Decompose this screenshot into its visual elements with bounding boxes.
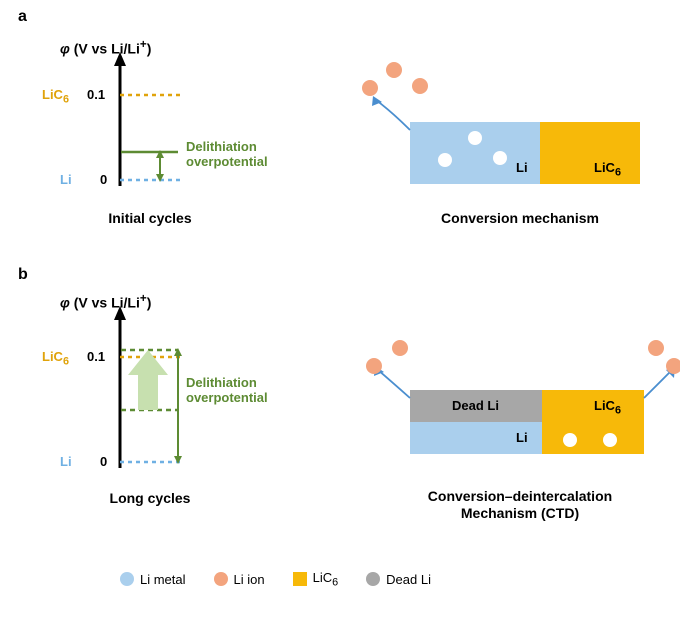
legend-lic6: LiC6: [293, 570, 339, 589]
panel-b-lic6-label: LiC6: [42, 349, 69, 368]
lic6-swatch: [293, 572, 307, 586]
panel-b-right-caption: Conversion–deintercalation Mechanism (CT…: [390, 488, 650, 522]
li-metal-swatch: [120, 572, 134, 586]
panel-b-block-dead: Dead Li: [452, 398, 499, 413]
dead-li-swatch: [366, 572, 380, 586]
legend-li-ion: Li ion: [214, 572, 265, 587]
panel-b-plot: [0, 0, 300, 520]
panel-b-block-li: Li: [516, 430, 528, 445]
li-ion-swatch: [214, 572, 228, 586]
panel-b-block-lic6: LiC6: [594, 398, 621, 417]
panel-b-lic6-value: 0.1: [87, 349, 105, 364]
panel-b-li-label: Li: [60, 454, 72, 469]
panel-b-schematic: [360, 340, 680, 490]
panel-a-block-lic6: LiC6: [594, 160, 621, 179]
legend-li-metal: Li metal: [120, 572, 186, 587]
panel-b-overpotential: Delithiation overpotential: [186, 376, 268, 406]
panel-a-block-li: Li: [516, 160, 528, 175]
panel-b-li-value: 0: [100, 454, 107, 469]
legend-dead-li-label: Dead Li: [386, 572, 431, 587]
panel-a-schematic: [360, 60, 670, 210]
legend: Li metal Li ion LiC6 Dead Li: [120, 570, 431, 589]
legend-lic6-label: LiC6: [313, 570, 339, 589]
panel-a-right-caption: Conversion mechanism: [400, 210, 640, 226]
legend-dead-li: Dead Li: [366, 572, 431, 587]
panel-b-left-caption: Long cycles: [70, 490, 230, 506]
legend-li-metal-label: Li metal: [140, 572, 186, 587]
legend-li-ion-label: Li ion: [234, 572, 265, 587]
